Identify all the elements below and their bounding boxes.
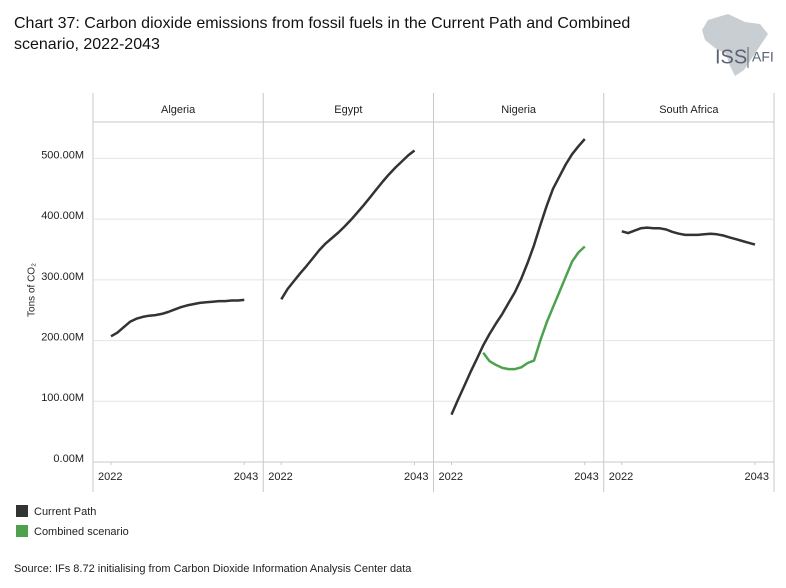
panel-title: Nigeria bbox=[501, 104, 537, 116]
legend-label: Current Path bbox=[34, 506, 96, 518]
x-tick-label: 2043 bbox=[234, 471, 258, 483]
logo-right: AFI bbox=[752, 49, 774, 65]
y-tick-label: 400.00M bbox=[41, 210, 84, 222]
series-line bbox=[621, 226, 756, 246]
logo-left: ISS bbox=[715, 46, 747, 68]
y-axis-title: Tons of CO₂ bbox=[27, 263, 38, 317]
y-tick-label: 200.00M bbox=[41, 331, 84, 343]
y-tick-label: 300.00M bbox=[41, 271, 84, 283]
panel-title: South Africa bbox=[659, 104, 719, 116]
chart-title: Chart 37: Carbon dioxide emissions from … bbox=[14, 15, 630, 53]
series-line bbox=[280, 149, 416, 300]
x-tick-label: 2022 bbox=[439, 471, 463, 483]
panel-title: Algeria bbox=[161, 104, 196, 116]
y-tick-label: 500.00M bbox=[41, 149, 84, 161]
y-tick-label: 100.00M bbox=[41, 392, 84, 404]
x-tick-label: 2022 bbox=[609, 471, 633, 483]
series-line bbox=[450, 138, 586, 416]
x-tick-label: 2043 bbox=[745, 471, 769, 483]
x-tick-label: 2043 bbox=[574, 471, 598, 483]
series-line bbox=[110, 298, 245, 338]
x-tick-label: 2043 bbox=[404, 471, 428, 483]
source-note: Source: IFs 8.72 initialising from Carbo… bbox=[14, 563, 412, 575]
legend-swatch bbox=[16, 505, 28, 517]
legend-swatch bbox=[16, 525, 28, 537]
x-tick-label: 2022 bbox=[98, 471, 122, 483]
panel-title: Egypt bbox=[334, 104, 362, 116]
x-tick-label: 2022 bbox=[268, 471, 292, 483]
series-line bbox=[482, 245, 586, 371]
africa-logo bbox=[702, 14, 768, 76]
legend-label: Combined scenario bbox=[34, 526, 129, 538]
y-tick-label: 0.00M bbox=[53, 453, 84, 465]
